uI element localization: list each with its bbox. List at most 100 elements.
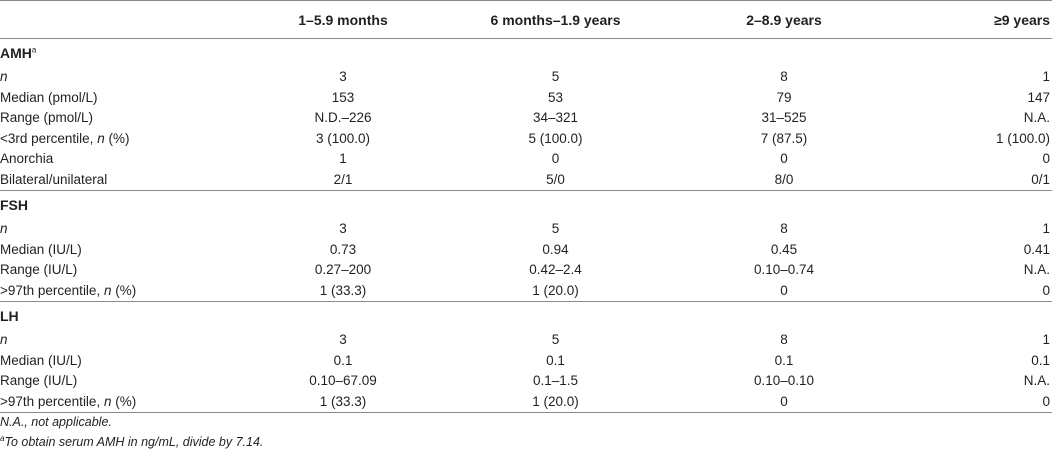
section-title-text: FSH: [0, 197, 28, 213]
data-table: 1–5.9 months 6 months–1.9 years 2–8.9 ye…: [0, 0, 1052, 413]
table-cell: 0.1: [1031, 352, 1050, 368]
table-row: Median (IU/L) 0.73 0.94 0.45 0.41: [0, 240, 1052, 261]
table-cell: 0: [780, 151, 788, 166]
table-cell: 1 (100.0): [995, 130, 1050, 146]
table-cell: 0: [1042, 151, 1050, 166]
row-label-text: Range (IU/L): [0, 373, 78, 388]
table-row: Median (IU/L) 0.1 0.1 0.1 0.1: [0, 351, 1052, 372]
table-cell: N.A.: [1023, 373, 1050, 388]
section-title: FSH: [0, 190, 1052, 219]
table-cell: 1 (20.0): [532, 282, 579, 298]
table-cell: 8: [780, 221, 788, 236]
row-label-text: Median (IU/L): [0, 352, 82, 368]
header-cell: ≥9 years: [895, 0, 1052, 39]
row-label: >97th percentile, n (%): [0, 391, 248, 413]
row-label: Median (pmol/L): [0, 88, 248, 109]
table-cell: 1: [1042, 69, 1050, 84]
row-label: n: [0, 330, 248, 351]
table-row: Range (IU/L) 0.10–67.09 0.1–1.5 0.10–0.10 N.…: [0, 371, 1052, 392]
header-row: 1–5.9 months 6 months–1.9 years 2–8.9 ye…: [0, 0, 1052, 39]
row-label-part: (%): [111, 282, 137, 298]
table-cell: 0: [895, 391, 1052, 413]
row-label-text: Anorchia: [0, 151, 54, 166]
table-row: n 3 5 8 1: [0, 219, 1052, 240]
table-row: >97th percentile, n (%) 1 (33.3) 1 (20.0) 0…: [0, 391, 1052, 413]
header-cell: 2–8.9 years: [673, 0, 895, 39]
row-label-text: n: [0, 332, 8, 347]
table-cell: 3: [339, 69, 347, 84]
table-cell: 79: [776, 89, 792, 105]
table-cell: 8: [780, 332, 788, 347]
table-row: >97th percentile, n (%) 1 (33.3) 1 (20.0) 0…: [0, 281, 1052, 302]
table-cell: 1 (20.0): [438, 391, 673, 413]
table-cell: 5/0: [546, 171, 565, 187]
table-body: AMHa n 3 5 8 1 Median (pmol/L) 153 53 79 147 Range …: [0, 39, 1052, 413]
table-cell: N.D.–226: [314, 110, 372, 125]
footnote-text: To obtain serum AMH in ng/mL, divide by …: [4, 435, 264, 449]
table-cell: 0.45: [770, 241, 798, 257]
table-row: Bilateral/unilateral 2/1 5/0 8/0 0/1: [0, 170, 1052, 191]
row-label: n: [0, 67, 248, 88]
table-row: Range (IU/L) 0.27–200 0.42–2.4 0.10–0.74 N.A…: [0, 260, 1052, 281]
table-cell: 5 (100.0): [528, 130, 583, 146]
row-label: <3rd percentile, n (%): [0, 129, 248, 150]
footnote-marker: a: [0, 433, 5, 443]
table-row: Median (pmol/L) 153 53 79 147: [0, 88, 1052, 109]
table-cell: 5: [551, 332, 560, 347]
table-cell: 0: [551, 151, 560, 166]
table-cell: 153: [331, 89, 355, 105]
table-cell: 1 (33.3): [248, 391, 438, 413]
row-label-part: (%): [111, 393, 137, 409]
table-cell: 3 (100.0): [315, 130, 371, 146]
table-row: <3rd percentile, n (%) 3 (100.0) 5 (100.0)…: [0, 129, 1052, 150]
section-header-row: LH: [0, 301, 1052, 330]
row-label-text: n: [0, 69, 8, 84]
table-cell: 0.1: [546, 352, 565, 368]
table-cell: 5: [551, 221, 560, 236]
section-title-text: LH: [0, 308, 19, 324]
table-cell: 0/1: [1031, 171, 1050, 187]
row-label: Median (IU/L): [0, 240, 248, 261]
row-label-part: n: [103, 393, 112, 409]
table-cell: 1: [339, 151, 347, 166]
section-title: AMHa: [0, 39, 1052, 68]
footnote-marker: a: [31, 45, 37, 55]
row-label-part: >97th percentile,: [0, 393, 104, 409]
row-label: >97th percentile, n (%): [0, 281, 248, 302]
table-cell: 0.1: [774, 352, 794, 368]
row-label-text: Median (pmol/L): [0, 89, 98, 105]
table-cell: 0.27–200: [314, 262, 372, 277]
row-label-text: Range (IU/L): [0, 262, 78, 277]
row-label-part: >97th percentile,: [0, 282, 104, 298]
table-cell: 0: [673, 391, 895, 413]
row-label-part: <3rd percentile,: [0, 130, 98, 146]
table-cell: 0: [780, 282, 788, 298]
table-cell: 3: [339, 221, 347, 236]
footnote-na: N.A., not applicable.: [0, 415, 112, 429]
row-label-text: Bilateral/unilateral: [0, 171, 108, 187]
row-label-part: n: [103, 282, 112, 298]
table-cell: 0.94: [542, 241, 569, 257]
section-header-row: FSH: [0, 190, 1052, 219]
row-label: Median (IU/L): [0, 351, 248, 372]
table-cell: 0.10–67.09: [309, 373, 377, 388]
table-cell: 34–321: [532, 110, 579, 125]
table-cell: 8: [780, 69, 788, 84]
table-cell: 0.73: [329, 241, 357, 257]
table-cell: 0.1–1.5: [532, 373, 579, 388]
table-cell: 31–525: [761, 110, 807, 125]
table-cell: 1: [1042, 221, 1050, 236]
header-cell-empty: [0, 0, 248, 39]
section-title: LH: [0, 301, 1052, 330]
table-cell: 1 (33.3): [319, 282, 367, 298]
table-cell: 0.10–0.74: [753, 262, 815, 277]
row-label: Range (IU/L): [0, 371, 248, 392]
row-label-part: n: [97, 130, 105, 146]
table-cell: 0: [1042, 282, 1050, 298]
row-label-text: n: [0, 221, 8, 236]
header-cell: 1–5.9 months: [248, 0, 438, 39]
row-label: Bilateral/unilateral: [0, 170, 248, 191]
table-cell: 0.1: [333, 352, 353, 368]
table-cell: 5: [551, 69, 560, 84]
